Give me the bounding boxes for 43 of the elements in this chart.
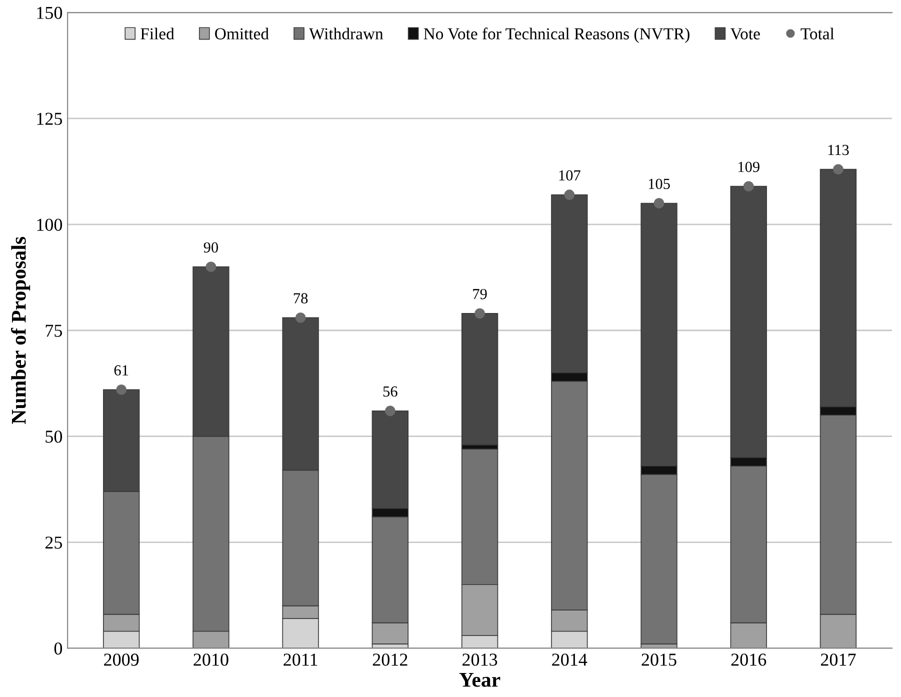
data-label: 105	[648, 178, 670, 190]
x-tick-label: 2011	[284, 654, 318, 666]
y-tick-label: 150	[37, 6, 62, 19]
point	[474, 308, 485, 319]
data-label: 107	[559, 170, 580, 181]
x-tick-label: 2013	[462, 654, 498, 666]
y-tick-label: 100	[37, 218, 62, 231]
x-tick-label: 2016	[731, 654, 766, 666]
bar	[461, 313, 498, 446]
data-label: 56	[383, 386, 398, 397]
point	[384, 406, 396, 416]
point	[743, 181, 754, 192]
point	[833, 164, 844, 175]
data-label: 109	[738, 162, 760, 172]
legend-label: Filed	[140, 28, 174, 40]
y-tick-label: 125	[37, 112, 62, 125]
legend-label: No Vote for Technical Reasons (NVTR)	[424, 28, 690, 43]
legend-label: Total	[800, 28, 834, 40]
data-label: 90	[204, 242, 218, 253]
point	[116, 384, 127, 395]
x-tick-label: 2010	[194, 654, 228, 666]
legend-label: Vote	[730, 28, 760, 40]
point	[564, 190, 575, 200]
legend-label: Withdrawn	[309, 28, 384, 40]
data-label: 61	[114, 365, 128, 376]
x-tick-label: 2017	[820, 654, 856, 666]
x-tick-label: 2012	[372, 654, 408, 666]
x-tick-label: 2015	[642, 654, 676, 666]
y-axis-title: Number of Proposals	[10, 236, 30, 424]
data-label: 78	[294, 293, 308, 304]
x-tick-label: 2014	[552, 654, 588, 666]
data-label: 79	[473, 288, 487, 300]
x-axis-title: Year	[459, 673, 500, 687]
y-tick-label: 0	[54, 642, 62, 655]
point	[295, 312, 306, 323]
x-tick-label: 2009	[104, 654, 139, 666]
y-tick-label: 25	[45, 536, 62, 549]
point	[654, 198, 664, 208]
y-tick-label: 75	[46, 324, 62, 337]
point	[206, 262, 216, 272]
legend-label: Omitted	[215, 28, 269, 40]
y-tick-label: 50	[46, 430, 62, 443]
data-label: 113	[828, 144, 849, 156]
